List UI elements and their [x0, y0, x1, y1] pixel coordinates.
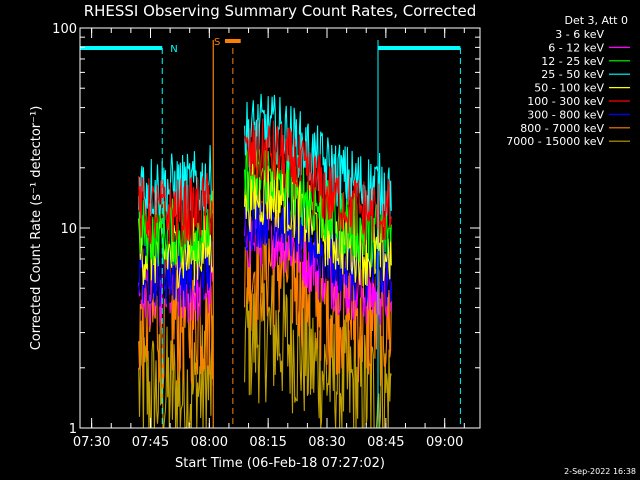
y-tick-label: 100 — [52, 22, 77, 37]
x-tick-label: 08:45 — [367, 435, 404, 450]
night-label: N — [170, 44, 177, 55]
legend-label: 3 - 6 keV — [555, 28, 604, 41]
y-axis-label: Corrected Count Rate (s⁻¹ detector⁻¹) — [29, 106, 44, 351]
timestamp-label: 2-Sep-2022 16:38 — [564, 467, 636, 476]
x-tick-label: 07:45 — [132, 435, 169, 450]
axes-layer: 1 10 100 07:30 07:45 08:00 08:15 08:30 08:45 09:0… — [52, 22, 480, 450]
legend-label: 300 - 800 keV — [527, 108, 604, 121]
legend-label: 25 - 50 keV — [541, 68, 604, 81]
y-tick-label: 1 — [69, 422, 77, 437]
legend-label: 7000 - 15000 keV — [506, 135, 604, 148]
x-tick-label: 08:00 — [191, 435, 228, 450]
chart-title: RHESSI Observing Summary Count Rates, Co… — [84, 2, 477, 20]
legend-title: Det 3, Att 0 — [565, 14, 629, 27]
x-tick-label: 08:30 — [308, 435, 345, 450]
plot-area — [138, 93, 392, 429]
annotation-layer: NS — [80, 37, 461, 428]
legend-label: 800 - 7000 keV — [520, 122, 604, 135]
x-tick-label: 09:00 — [426, 435, 463, 450]
saa-label: S — [214, 37, 220, 48]
y-tick-label: 10 — [60, 222, 77, 237]
x-axis-label: Start Time (06-Feb-18 07:27:02) — [175, 456, 385, 471]
legend-label: 50 - 100 keV — [534, 82, 604, 95]
x-tick-label: 08:15 — [249, 435, 286, 450]
legend-label: 12 - 25 keV — [541, 55, 604, 68]
legend-label: 100 - 300 keV — [527, 95, 604, 108]
legend-label: 6 - 12 keV — [548, 41, 604, 54]
x-tick-label: 07:30 — [73, 435, 110, 450]
series-100-300-kev-line — [138, 118, 392, 247]
